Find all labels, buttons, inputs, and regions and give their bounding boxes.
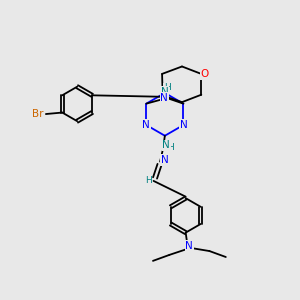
Text: H: H — [164, 83, 171, 92]
Text: N: N — [162, 140, 170, 150]
Text: N: N — [161, 88, 169, 98]
Text: N: N — [142, 120, 150, 130]
Text: N: N — [161, 155, 169, 165]
Text: N: N — [161, 87, 169, 97]
Text: N: N — [160, 93, 168, 103]
Text: O: O — [201, 69, 209, 79]
Text: N: N — [179, 120, 187, 130]
Text: Br: Br — [32, 109, 44, 119]
Text: H: H — [145, 176, 152, 185]
Text: N: N — [185, 241, 193, 251]
Text: H: H — [167, 143, 174, 152]
